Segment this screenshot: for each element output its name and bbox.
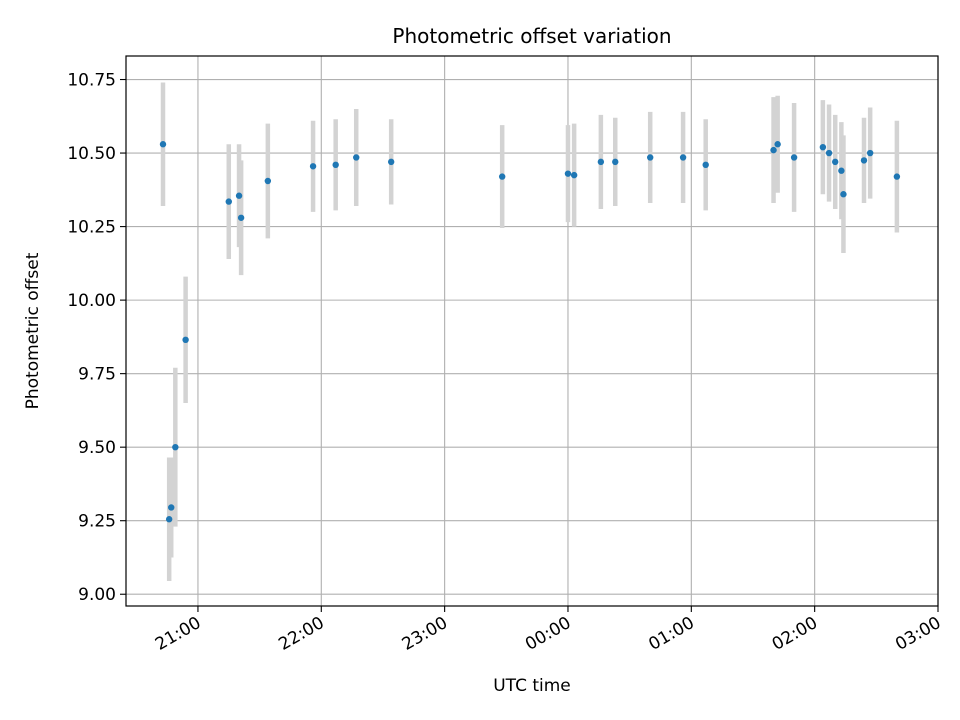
data-point [332, 161, 339, 169]
chart-title: Photometric offset variation [392, 24, 671, 48]
data-point [825, 149, 833, 157]
data-point [159, 141, 167, 148]
data-point [860, 157, 868, 164]
y-tick-label: 9.00 [78, 585, 116, 605]
data-point [165, 516, 173, 523]
y-tick-label: 10.50 [67, 144, 116, 164]
data-point [235, 192, 243, 199]
data-point [838, 167, 845, 174]
data-point [832, 158, 839, 166]
data-point [612, 158, 619, 166]
data-point [387, 158, 395, 166]
data-point [770, 146, 777, 154]
data-point [570, 171, 578, 179]
y-tick-label: 10.75 [67, 71, 116, 91]
y-tick-label: 9.75 [78, 365, 116, 385]
y-tick-label: 10.25 [67, 218, 116, 238]
data-point [790, 154, 798, 161]
data-point [774, 141, 781, 148]
data-point [819, 143, 827, 151]
data-point [225, 198, 232, 205]
data-point [893, 173, 901, 180]
y-axis-ticks: 9.00 9.25 9.50 9.75 10.00 10.25 10.50 10.75 [67, 71, 126, 605]
data-point [597, 158, 605, 166]
y-tick-label: 9.50 [78, 438, 116, 458]
data-point [264, 177, 272, 185]
data-point [866, 149, 874, 157]
y-axis-title: Photometric offset [23, 252, 43, 409]
data-point [172, 443, 179, 451]
data-point [702, 161, 709, 169]
data-point [353, 154, 360, 161]
data-point [182, 336, 189, 344]
plot-frame [125, 55, 939, 607]
data-point [498, 173, 506, 180]
data-point [840, 191, 847, 198]
y-tick-label: 10.00 [67, 291, 116, 311]
x-axis-title: UTC time [493, 676, 571, 696]
data-point [168, 504, 175, 511]
data-point [237, 214, 245, 221]
data-point [309, 163, 317, 170]
data-point [647, 154, 654, 161]
data-point [679, 154, 687, 161]
grid-lines [126, 56, 939, 606]
data-point [564, 170, 572, 177]
data-points [159, 141, 901, 523]
y-tick-label: 9.25 [78, 512, 116, 532]
